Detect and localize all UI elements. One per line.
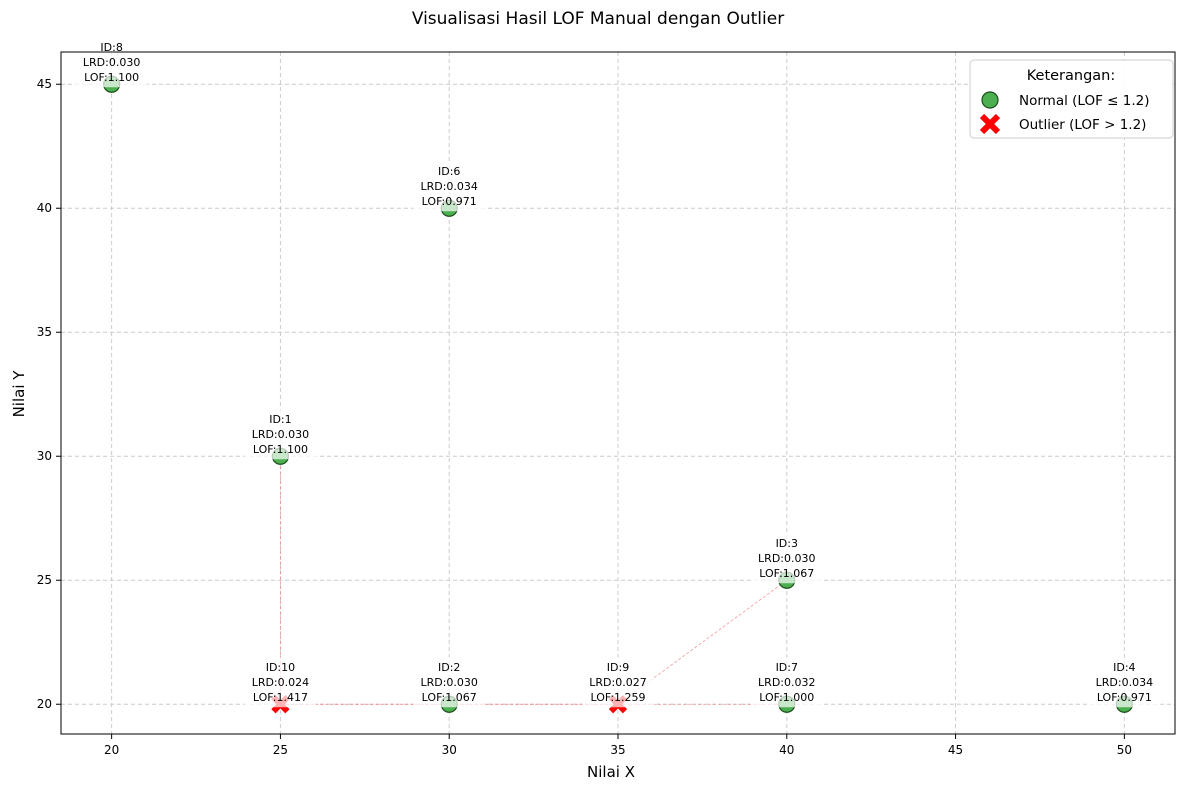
point-label-id: ID:6 [438, 165, 460, 178]
point-label-background [582, 657, 654, 708]
legend-title: Keterangan: [1027, 68, 1116, 84]
x-tick-label: 40 [779, 743, 794, 757]
point-label-lof: LOF:1.100 [84, 71, 139, 84]
y-tick-label: 45 [37, 77, 52, 91]
point-label-background [1088, 657, 1161, 708]
point-label: ID:10 LRD:0.024 LOF:1.417 [244, 657, 317, 708]
point-label-background [750, 533, 823, 584]
legend-outlier-marker [979, 113, 1001, 135]
x-tick-label: 50 [1117, 743, 1132, 757]
point-label-lrd: LRD:0.034 [1096, 676, 1153, 689]
point-label-background [244, 409, 317, 460]
x-axis-ticks: 20 25 30 35 40 45 50 [104, 734, 1132, 757]
legend-outlier-label: Outlier (LOF > 1.2) [1019, 117, 1146, 133]
point-label-lof: LOF:0.971 [422, 195, 477, 208]
point-label-id: ID:9 [607, 661, 629, 674]
plot-frame [60, 51, 1176, 735]
y-tick-label: 25 [37, 573, 52, 587]
legend-normal-marker [981, 91, 999, 109]
point-label: ID:2 LRD:0.030 LOF:1.067 [413, 657, 486, 708]
point-label-id: ID:1 [269, 413, 291, 426]
point-label-lrd: LRD:0.030 [420, 676, 477, 689]
point-label-lrd: LRD:0.030 [758, 552, 815, 565]
point-label-lof: LOF:1.259 [590, 691, 645, 704]
chart-title: Visualisasi Hasil LOF Manual dengan Outl… [412, 9, 784, 29]
legend-normal-label: Normal (LOF ≤ 1.2) [1019, 93, 1149, 109]
y-tick-label: 35 [37, 325, 52, 339]
point-label-lof: LOF:1.000 [759, 691, 814, 704]
x-tick-label: 20 [104, 743, 119, 757]
point-label-id: ID:4 [1113, 661, 1135, 674]
point-label-lrd: LRD:0.032 [758, 676, 815, 689]
x-tick-label: 30 [442, 743, 457, 757]
point-label-lrd: LRD:0.030 [252, 428, 309, 441]
point-label-lrd: LRD:0.034 [420, 180, 477, 193]
x-tick-label: 35 [610, 743, 625, 757]
point-label-background [750, 657, 823, 708]
y-tick-label: 30 [37, 449, 52, 463]
point-label-id: ID:2 [438, 661, 460, 674]
point-label: ID:7 LRD:0.032 LOF:1.000 [750, 657, 823, 708]
legend-box [969, 59, 1174, 139]
point-label: ID:1 LRD:0.030 LOF:1.100 [244, 409, 317, 460]
point-label-background [413, 161, 486, 212]
point-label-lrd: LRD:0.027 [589, 676, 646, 689]
point-label-id: ID:10 [266, 661, 295, 674]
point-label-lof: LOF:1.067 [422, 691, 477, 704]
point-label-background [244, 657, 317, 708]
point-label: ID:3 LRD:0.030 LOF:1.067 [750, 533, 823, 584]
y-axis-ticks: 20 25 30 35 40 45 [37, 77, 61, 711]
legend: Keterangan: Normal (LOF ≤ 1.2) Outlier (… [969, 59, 1174, 139]
point-label: ID:4 LRD:0.034 LOF:0.971 [1088, 657, 1161, 708]
y-tick-label: 40 [37, 201, 52, 215]
x-tick-label: 45 [948, 743, 963, 757]
point-label-background [75, 37, 148, 88]
point-label-lrd: LRD:0.024 [252, 676, 309, 689]
x-tick-label: 25 [273, 743, 288, 757]
x-axis-label: Nilai X [587, 763, 635, 781]
point-labels: ID:1 LRD:0.030 LOF:1.100 ID:2 LRD:0.030 LOF:1… [75, 37, 1161, 708]
point-label-id: ID:3 [776, 537, 798, 550]
y-axis-label: Nilai Y [10, 370, 28, 418]
point-label-background [413, 657, 486, 708]
point-label: ID:9 LRD:0.027 LOF:1.259 [582, 657, 654, 708]
y-tick-label: 20 [37, 697, 52, 711]
grid-lines [61, 52, 1175, 734]
point-label-lrd: LRD:0.030 [83, 56, 140, 69]
point-label-lof: LOF:1.417 [253, 691, 308, 704]
point-label: ID:8 LRD:0.030 LOF:1.100 [75, 37, 148, 88]
point-label-lof: LOF:0.971 [1097, 691, 1152, 704]
point-label-id: ID:7 [776, 661, 798, 674]
point-label-id: ID:8 [100, 41, 122, 54]
point-label: ID:6 LRD:0.034 LOF:0.971 [413, 161, 486, 212]
point-label-lof: LOF:1.067 [759, 567, 814, 580]
point-label-lof: LOF:1.100 [253, 443, 308, 456]
